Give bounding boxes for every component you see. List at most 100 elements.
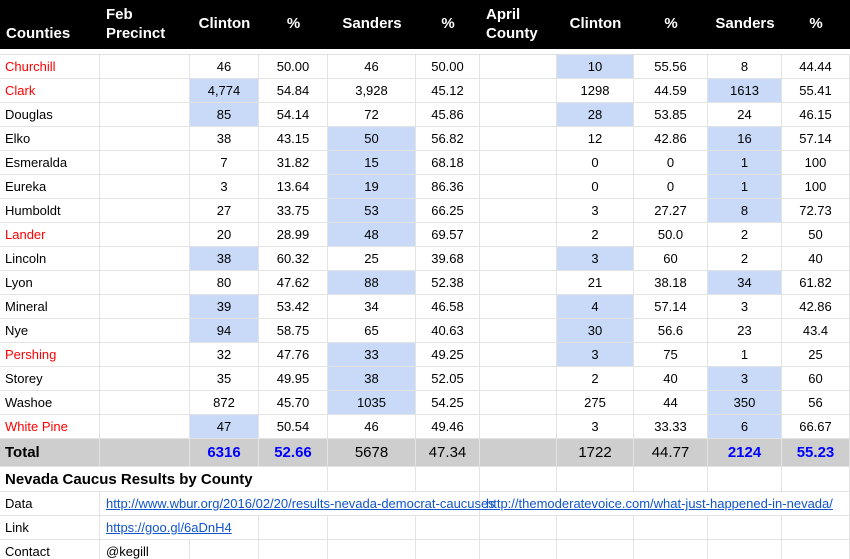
cell-feb-clinton-pct: 13.64 (259, 175, 328, 199)
header-apr-sanders: Sanders (708, 0, 782, 49)
cell-apr-clinton: 3 (557, 415, 634, 439)
cell-feb-sanders-pct: 66.25 (416, 199, 480, 223)
cell-apr-clinton: 1298 (557, 79, 634, 103)
cell-feb-clinton: 32 (190, 343, 259, 367)
table-row: White Pine 47 50.54 46 49.46 3 33.33 6 66.67 (0, 415, 850, 439)
cell-feb-sanders-pct: 69.57 (416, 223, 480, 247)
cell-county: Humboldt (0, 199, 100, 223)
contact-label: Contact (0, 540, 100, 559)
cell-feb-sanders-pct: 86.36 (416, 175, 480, 199)
cell-feb-precinct (100, 271, 190, 295)
table-row: Churchill 46 50.00 46 50.00 10 55.56 8 44.44 (0, 55, 850, 79)
cell-feb-sanders: 88 (328, 271, 416, 295)
cell-feb-sanders-pct: 68.18 (416, 151, 480, 175)
header-feb-sanders-pct: % (416, 0, 480, 49)
cell-feb-clinton-pct: 43.15 (259, 127, 328, 151)
cell-feb-sanders: 25 (328, 247, 416, 271)
cell-feb-clinton: 4,774 (190, 79, 259, 103)
empty-cell (634, 467, 708, 492)
cell-apr-sanders-pct: 66.67 (782, 415, 850, 439)
cell-apr-sanders-pct: 44.44 (782, 55, 850, 79)
empty-cell (557, 467, 634, 492)
table-row: Lincoln 38 60.32 25 39.68 3 60 2 40 (0, 247, 850, 271)
cell-apr-clinton: 2 (557, 367, 634, 391)
empty-cell (416, 467, 480, 492)
cell-april-county (480, 55, 557, 79)
header-feb-precinct: Feb Precinct (100, 0, 190, 49)
cell-county: Nye (0, 319, 100, 343)
cell-april-county (480, 151, 557, 175)
data-row: Data http://www.wbur.org/2016/02/20/resu… (0, 492, 850, 516)
empty-cell (557, 516, 634, 540)
link-url[interactable]: https://goo.gl/6aDnH4 (106, 520, 232, 535)
cell-feb-sanders: 46 (328, 415, 416, 439)
total-april-county (480, 439, 557, 467)
cell-feb-sanders: 3,928 (328, 79, 416, 103)
cell-apr-sanders-pct: 50 (782, 223, 850, 247)
total-apr-sanders-pct: 55.23 (782, 439, 850, 467)
cell-apr-clinton: 275 (557, 391, 634, 415)
empty-cell (416, 540, 480, 559)
cell-apr-sanders: 24 (708, 103, 782, 127)
contact-row: Contact @kegill (0, 540, 850, 559)
cell-apr-sanders: 6 (708, 415, 782, 439)
table-row: Clark 4,774 54.84 3,928 45.12 1298 44.59 1613 55… (0, 79, 850, 103)
title-row: Nevada Caucus Results by County (0, 467, 850, 492)
header-apr-clinton: Clinton (557, 0, 634, 49)
cell-feb-sanders: 46 (328, 55, 416, 79)
table-row: Washoe 872 45.70 1035 54.25 275 44 350 56 (0, 391, 850, 415)
cell-county: Douglas (0, 103, 100, 127)
cell-feb-sanders-pct: 49.25 (416, 343, 480, 367)
link-url-cell: https://goo.gl/6aDnH4 (100, 516, 259, 540)
cell-feb-clinton-pct: 60.32 (259, 247, 328, 271)
total-feb-sanders: 5678 (328, 439, 416, 467)
cell-feb-precinct (100, 199, 190, 223)
total-apr-clinton: 1722 (557, 439, 634, 467)
cell-feb-clinton-pct: 47.62 (259, 271, 328, 295)
cell-county: Mineral (0, 295, 100, 319)
cell-apr-sanders-pct: 42.86 (782, 295, 850, 319)
cell-apr-sanders: 34 (708, 271, 782, 295)
empty-cell (634, 516, 708, 540)
cell-feb-clinton: 46 (190, 55, 259, 79)
table-row: Humboldt 27 33.75 53 66.25 3 27.27 8 72.73 (0, 199, 850, 223)
cell-feb-sanders: 19 (328, 175, 416, 199)
table-row: Douglas 85 54.14 72 45.86 28 53.85 24 46.15 (0, 103, 850, 127)
cell-apr-clinton-pct: 38.18 (634, 271, 708, 295)
cell-feb-clinton: 39 (190, 295, 259, 319)
cell-feb-clinton-pct: 31.82 (259, 151, 328, 175)
cell-apr-sanders: 1 (708, 343, 782, 367)
total-feb-clinton: 6316 (190, 439, 259, 467)
cell-feb-clinton: 38 (190, 247, 259, 271)
cell-feb-clinton: 85 (190, 103, 259, 127)
cell-apr-sanders: 2 (708, 223, 782, 247)
cell-feb-clinton-pct: 53.42 (259, 295, 328, 319)
cell-april-county (480, 319, 557, 343)
cell-feb-clinton-pct: 54.14 (259, 103, 328, 127)
cell-april-county (480, 79, 557, 103)
cell-april-county (480, 295, 557, 319)
header-apr-sanders-pct: % (782, 0, 850, 49)
empty-cell (259, 540, 328, 559)
table-row: Esmeralda 7 31.82 15 68.18 0 0 1 100 (0, 151, 850, 175)
total-apr-sanders: 2124 (708, 439, 782, 467)
cell-apr-clinton: 4 (557, 295, 634, 319)
cell-april-county (480, 175, 557, 199)
data-label: Data (0, 492, 100, 516)
cell-feb-sanders: 38 (328, 367, 416, 391)
header-row: Counties Feb Precinct Clinton % Sanders … (0, 0, 850, 49)
data-link-1[interactable]: http://www.wbur.org/2016/02/20/results-n… (106, 496, 495, 511)
cell-apr-sanders: 3 (708, 295, 782, 319)
header-feb-sanders: Sanders (328, 0, 416, 49)
cell-feb-clinton: 7 (190, 151, 259, 175)
cell-apr-sanders: 23 (708, 319, 782, 343)
data-link-2[interactable]: http://themoderatevoice.com/what-just-ha… (486, 496, 833, 511)
link-label: Link (0, 516, 100, 540)
cell-apr-clinton: 0 (557, 151, 634, 175)
table-row: Pershing 32 47.76 33 49.25 3 75 1 25 (0, 343, 850, 367)
cell-county: Lincoln (0, 247, 100, 271)
cell-apr-sanders: 1 (708, 151, 782, 175)
cell-feb-sanders: 1035 (328, 391, 416, 415)
link-row: Link https://goo.gl/6aDnH4 (0, 516, 850, 540)
cell-feb-precinct (100, 415, 190, 439)
